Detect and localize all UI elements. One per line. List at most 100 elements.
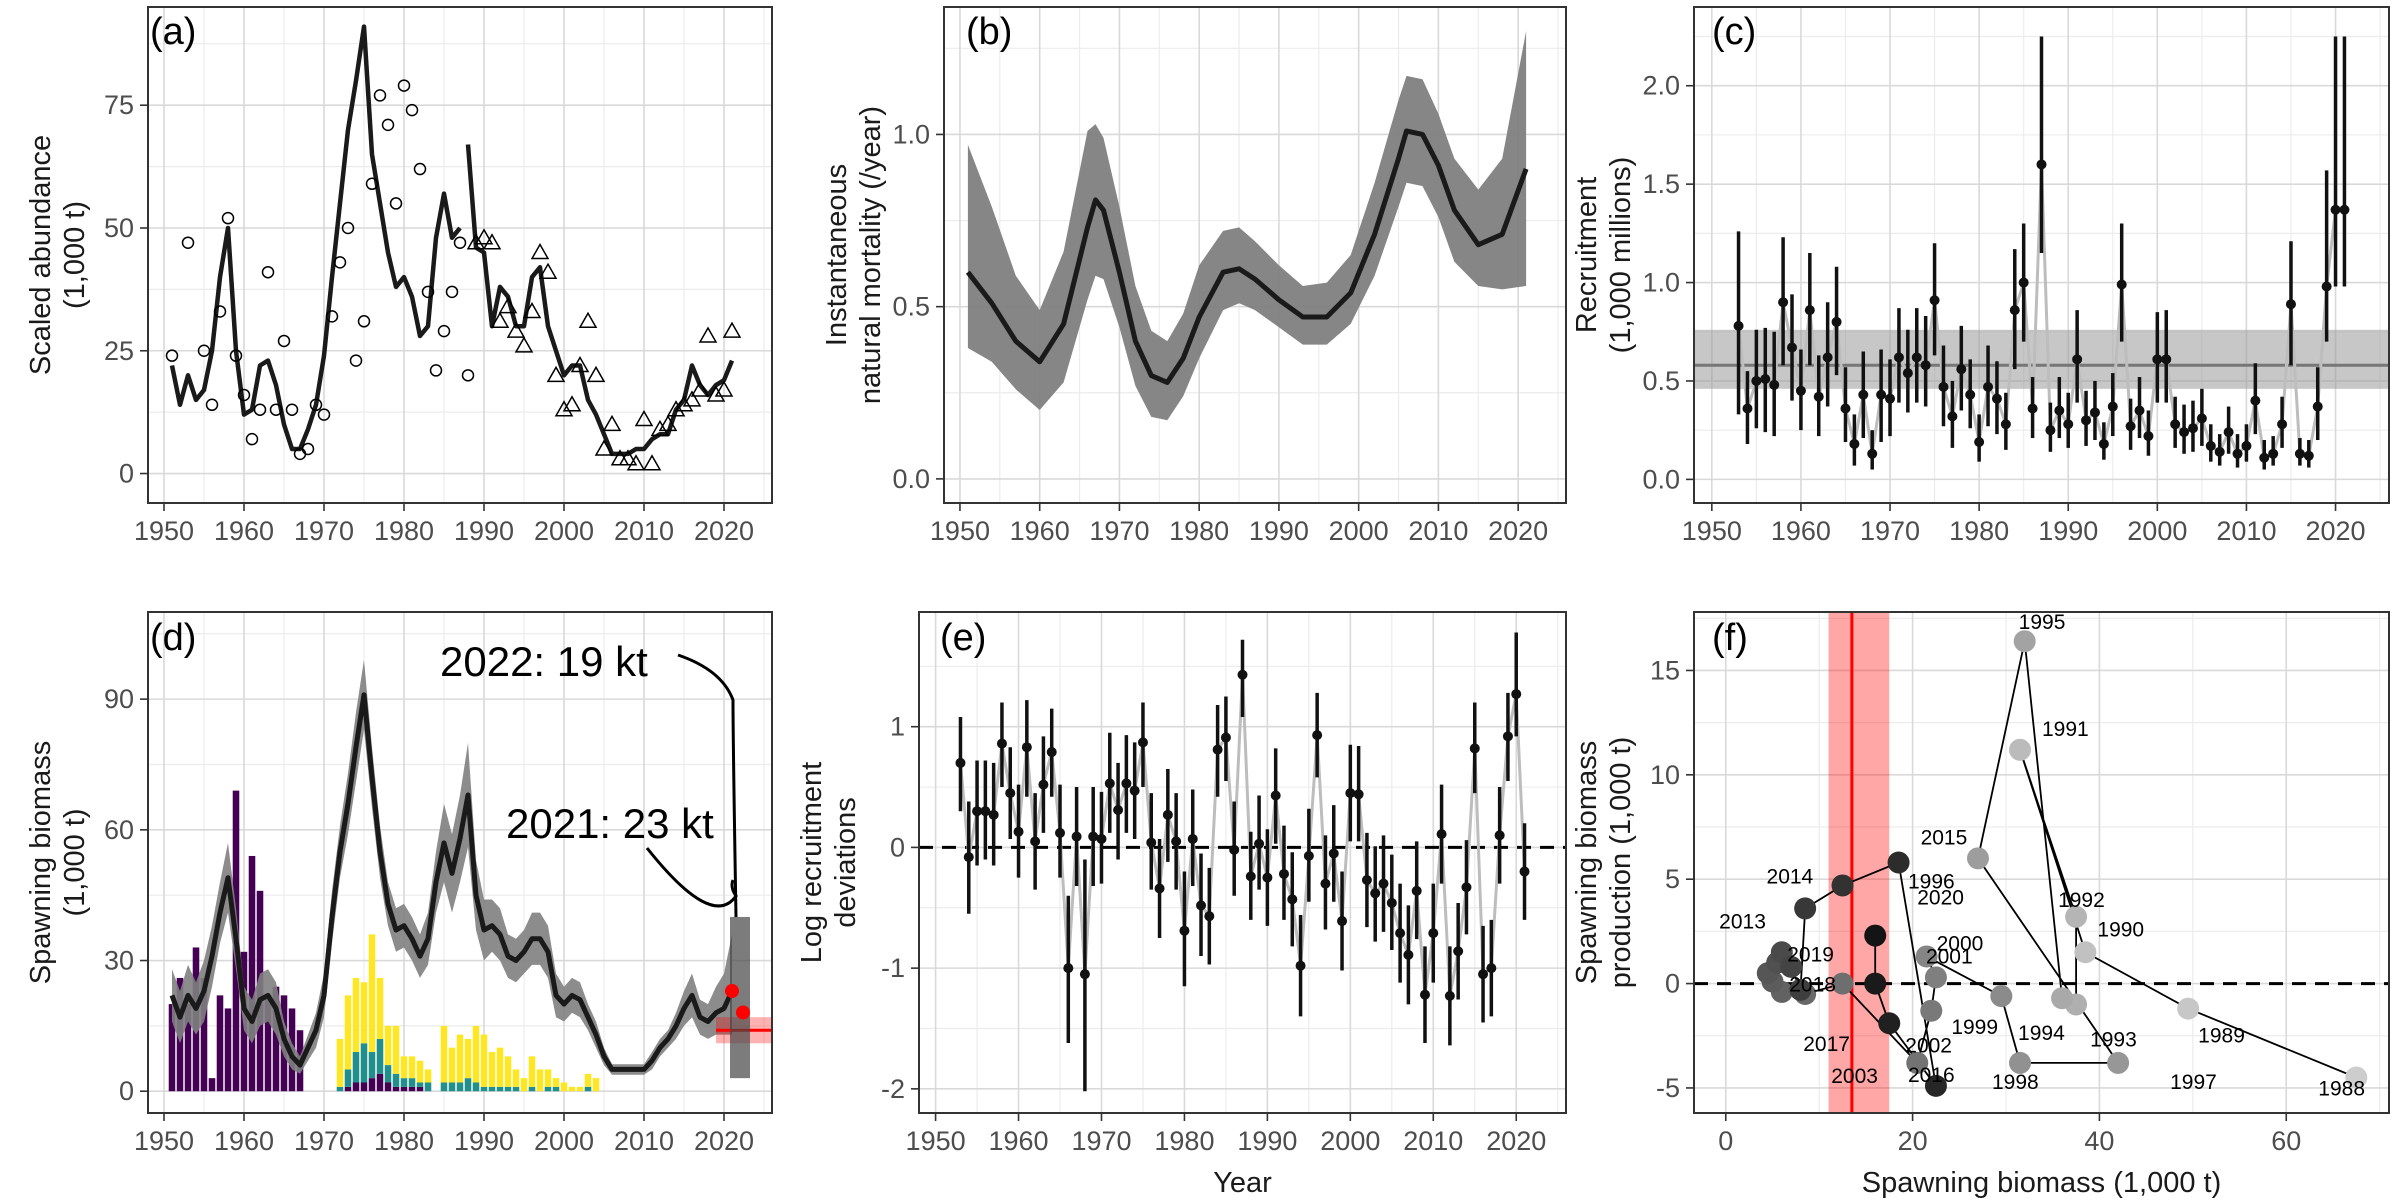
index-point-circle <box>437 324 451 338</box>
index-point-circle <box>413 162 427 176</box>
deviation-point <box>1179 925 1190 936</box>
x-tick-label: 2000 <box>1320 1126 1380 1156</box>
recruitment-point <box>2268 448 2279 459</box>
forecast-point <box>725 984 739 999</box>
catch-bar-yellow <box>424 1069 432 1083</box>
year-label: 2016 <box>1908 1064 1955 1087</box>
index-point-circle <box>397 79 411 92</box>
recruitment-point <box>2179 427 2190 438</box>
deviation-point <box>1254 838 1265 849</box>
production-point <box>2345 1066 2368 1089</box>
annotation-2021: 2021: 23 kt <box>506 800 714 847</box>
catch-bar-purple <box>368 1078 376 1092</box>
x-tick-label: 1960 <box>214 516 274 546</box>
deviation-point <box>1453 946 1464 957</box>
panel-tag: (e) <box>940 617 986 659</box>
recruitment-point <box>2000 419 2011 430</box>
year-label: 2002 <box>1905 1035 1952 1058</box>
catch-bar-teal <box>416 1082 424 1087</box>
index-point-triangle <box>482 233 502 250</box>
index-point-triangle <box>642 454 662 471</box>
production-point <box>2009 1051 2032 1074</box>
recruitment-point <box>2259 452 2270 463</box>
production-point <box>2013 630 2036 653</box>
deviation-point <box>955 757 966 768</box>
x-tick-label: 2020 <box>1486 1126 1546 1156</box>
index-point-circle <box>325 310 339 323</box>
index-point-triangle <box>570 355 590 373</box>
catch-bar-purple <box>216 995 224 1092</box>
recruitment-point <box>2098 438 2109 449</box>
deviation-point <box>1411 885 1422 896</box>
abundance-line <box>169 24 462 452</box>
x-tick-label: 1970 <box>294 1126 354 1156</box>
index-point-circle <box>181 236 195 249</box>
year-label: 1999 <box>1951 1016 1998 1039</box>
y-tick-label: 0.0 <box>892 464 930 494</box>
production-point <box>2009 738 2032 761</box>
index-point-circle <box>453 236 467 249</box>
index-point-triangle <box>618 449 638 466</box>
catch-bar-yellow <box>392 1025 400 1074</box>
x-tick-label: 2000 <box>2127 516 2187 546</box>
index-point-circle <box>461 369 475 382</box>
production-point <box>1990 985 2013 1008</box>
index-point-triangle <box>714 380 734 397</box>
catch-bar-teal <box>496 1086 504 1092</box>
recruitment-point <box>2187 423 2198 434</box>
index-point-triangle <box>498 297 518 314</box>
catch-bar-purple <box>376 1073 384 1092</box>
recruitment-point <box>1867 448 1878 459</box>
y-axis-label: Instantaneous <box>821 164 853 346</box>
recruitment-point <box>1778 297 1789 308</box>
recruitment-point <box>2339 204 2350 215</box>
catch-bar-teal <box>384 1065 392 1083</box>
catch-bar-yellow <box>560 1082 568 1092</box>
y-axis-label: Spawning biomass <box>1571 741 1603 984</box>
annotation-leader-2022 <box>677 653 738 918</box>
production-point <box>1878 1012 1901 1035</box>
recruitment-point <box>1929 295 1940 306</box>
deviation-point <box>1220 732 1231 743</box>
panel-a: 1950 1960 1970 1980 1990 2000 2010 2020 0 25 50 75 S… <box>25 6 773 546</box>
panel-f: 0 20 40 60 -5 0 5 10 15 Spawning biomass productio… <box>1571 611 2390 1199</box>
y-axis-label: Recruitment <box>1571 177 1603 333</box>
catch-bar-yellow <box>352 977 360 1053</box>
recruitment-point <box>2196 413 2207 424</box>
deviation-point <box>1278 868 1289 879</box>
index-point-circle <box>269 403 283 416</box>
catch-bar-yellow <box>336 1038 344 1087</box>
x-tick-label: 2010 <box>614 1126 674 1156</box>
index-point-triangle <box>634 410 654 427</box>
catch-bar-teal <box>352 1052 360 1083</box>
x-tick-label: 0 <box>1718 1126 1733 1156</box>
y-axis-label: (1,000 t) <box>59 809 91 917</box>
recruitment-point <box>1920 360 1931 371</box>
deviation-point <box>1312 730 1323 741</box>
y-tick-label: 5 <box>1665 864 1680 894</box>
x-tick-label: 2020 <box>694 1126 754 1156</box>
catch-bar-yellow <box>384 1025 392 1066</box>
catch-bar-purple <box>392 1086 400 1092</box>
catch-bar-purple <box>416 1086 424 1092</box>
x-tick-label: 40 <box>2084 1126 2114 1156</box>
deviation-point <box>972 806 983 817</box>
deviation-point <box>1436 829 1447 840</box>
production-point <box>2177 997 2200 1020</box>
catch-bar-yellow <box>440 1025 448 1083</box>
y-tick-label: 30 <box>104 946 134 976</box>
year-label: 1996 <box>1908 870 1955 893</box>
year-label: 2018 <box>1789 974 1836 997</box>
catch-bar-purple <box>264 995 272 1092</box>
y-tick-label: 25 <box>104 336 134 366</box>
mortality-line <box>965 128 1529 385</box>
deviation-point <box>1146 837 1157 848</box>
catch-bar-teal <box>544 1086 552 1092</box>
production-point <box>1831 874 1854 897</box>
x-tick-label: 1980 <box>1154 1126 1214 1156</box>
index-point-triangle <box>650 419 670 437</box>
index-point-circle <box>317 408 331 421</box>
y-tick-label: 75 <box>104 90 134 120</box>
deviation-point <box>1386 897 1397 908</box>
panel-tag: (c) <box>1712 11 1756 53</box>
